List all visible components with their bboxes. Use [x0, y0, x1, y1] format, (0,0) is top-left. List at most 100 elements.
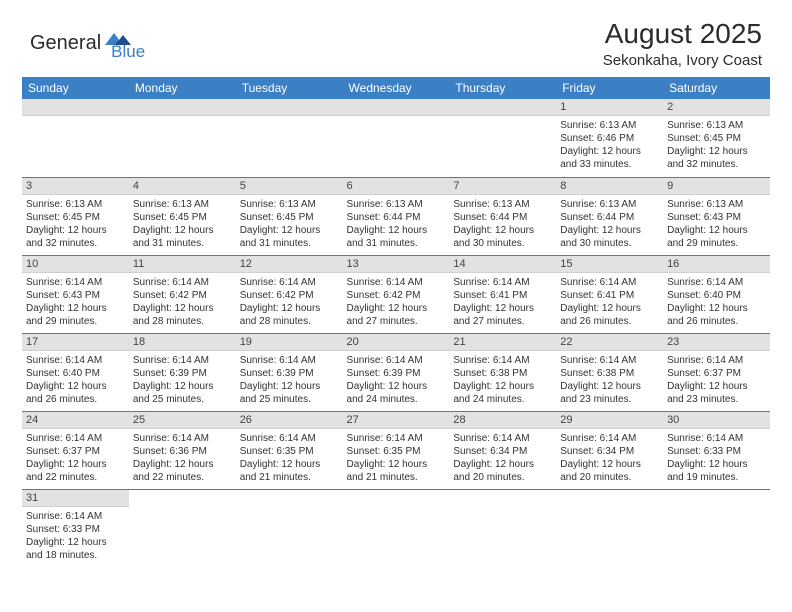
day-details: Sunrise: 6:14 AMSunset: 6:39 PMDaylight:…: [343, 351, 450, 410]
calendar-day-cell: 19Sunrise: 6:14 AMSunset: 6:39 PMDayligh…: [236, 333, 343, 411]
day-details: Sunrise: 6:13 AMSunset: 6:45 PMDaylight:…: [22, 195, 129, 254]
calendar-week-row: 17Sunrise: 6:14 AMSunset: 6:40 PMDayligh…: [22, 333, 770, 411]
day-number: [449, 490, 556, 506]
day-details: Sunrise: 6:13 AMSunset: 6:45 PMDaylight:…: [236, 195, 343, 254]
day-number: [556, 490, 663, 506]
day-number: [129, 99, 236, 116]
day-number: 13: [343, 256, 450, 273]
day-number: 9: [663, 178, 770, 195]
weekday-header: Friday: [556, 77, 663, 99]
calendar-day-cell: 7Sunrise: 6:13 AMSunset: 6:44 PMDaylight…: [449, 177, 556, 255]
title-block: August 2025 Sekonkaha, Ivory Coast: [603, 18, 762, 69]
calendar-day-cell: 13Sunrise: 6:14 AMSunset: 6:42 PMDayligh…: [343, 255, 450, 333]
header: General Blue August 2025 Sekonkaha, Ivor…: [0, 0, 792, 77]
day-details: Sunrise: 6:14 AMSunset: 6:38 PMDaylight:…: [556, 351, 663, 410]
day-details: Sunrise: 6:13 AMSunset: 6:45 PMDaylight:…: [129, 195, 236, 254]
day-number: 2: [663, 99, 770, 116]
calendar-day-cell: 20Sunrise: 6:14 AMSunset: 6:39 PMDayligh…: [343, 333, 450, 411]
day-number: 8: [556, 178, 663, 195]
day-details: Sunrise: 6:14 AMSunset: 6:41 PMDaylight:…: [449, 273, 556, 332]
day-number: 31: [22, 490, 129, 507]
day-number: 30: [663, 412, 770, 429]
day-details: Sunrise: 6:14 AMSunset: 6:39 PMDaylight:…: [236, 351, 343, 410]
day-number: 25: [129, 412, 236, 429]
day-details: Sunrise: 6:14 AMSunset: 6:34 PMDaylight:…: [556, 429, 663, 488]
calendar-week-row: 24Sunrise: 6:14 AMSunset: 6:37 PMDayligh…: [22, 411, 770, 489]
day-details: Sunrise: 6:13 AMSunset: 6:45 PMDaylight:…: [663, 116, 770, 175]
day-number: [343, 490, 450, 506]
day-number: 4: [129, 178, 236, 195]
calendar-empty-cell: [236, 489, 343, 567]
calendar-day-cell: 23Sunrise: 6:14 AMSunset: 6:37 PMDayligh…: [663, 333, 770, 411]
calendar-empty-cell: [343, 489, 450, 567]
day-number: [129, 490, 236, 506]
day-details: Sunrise: 6:13 AMSunset: 6:44 PMDaylight:…: [343, 195, 450, 254]
day-details: Sunrise: 6:13 AMSunset: 6:44 PMDaylight:…: [449, 195, 556, 254]
calendar-day-cell: 18Sunrise: 6:14 AMSunset: 6:39 PMDayligh…: [129, 333, 236, 411]
calendar-day-cell: 12Sunrise: 6:14 AMSunset: 6:42 PMDayligh…: [236, 255, 343, 333]
day-details: Sunrise: 6:14 AMSunset: 6:34 PMDaylight:…: [449, 429, 556, 488]
day-details: Sunrise: 6:14 AMSunset: 6:33 PMDaylight:…: [663, 429, 770, 488]
day-details: Sunrise: 6:14 AMSunset: 6:33 PMDaylight:…: [22, 507, 129, 566]
day-details: Sunrise: 6:14 AMSunset: 6:37 PMDaylight:…: [663, 351, 770, 410]
day-number: 28: [449, 412, 556, 429]
location-subtitle: Sekonkaha, Ivory Coast: [603, 52, 762, 69]
day-details: Sunrise: 6:14 AMSunset: 6:36 PMDaylight:…: [129, 429, 236, 488]
calendar-body: 1Sunrise: 6:13 AMSunset: 6:46 PMDaylight…: [22, 99, 770, 567]
day-details: Sunrise: 6:13 AMSunset: 6:44 PMDaylight:…: [556, 195, 663, 254]
day-number: 6: [343, 178, 450, 195]
day-number: 17: [22, 334, 129, 351]
day-number: [236, 99, 343, 116]
day-number: 20: [343, 334, 450, 351]
day-details: Sunrise: 6:14 AMSunset: 6:40 PMDaylight:…: [22, 351, 129, 410]
day-number: 15: [556, 256, 663, 273]
day-number: 16: [663, 256, 770, 273]
calendar-day-cell: 5Sunrise: 6:13 AMSunset: 6:45 PMDaylight…: [236, 177, 343, 255]
calendar-empty-cell: [343, 99, 450, 177]
day-number: 5: [236, 178, 343, 195]
calendar-week-row: 1Sunrise: 6:13 AMSunset: 6:46 PMDaylight…: [22, 99, 770, 177]
calendar-day-cell: 10Sunrise: 6:14 AMSunset: 6:43 PMDayligh…: [22, 255, 129, 333]
logo-text-blue: Blue: [111, 42, 145, 62]
calendar-day-cell: 4Sunrise: 6:13 AMSunset: 6:45 PMDaylight…: [129, 177, 236, 255]
day-details: Sunrise: 6:14 AMSunset: 6:40 PMDaylight:…: [663, 273, 770, 332]
day-details: Sunrise: 6:13 AMSunset: 6:46 PMDaylight:…: [556, 116, 663, 175]
calendar-week-row: 31Sunrise: 6:14 AMSunset: 6:33 PMDayligh…: [22, 489, 770, 567]
calendar-day-cell: 16Sunrise: 6:14 AMSunset: 6:40 PMDayligh…: [663, 255, 770, 333]
day-details: Sunrise: 6:13 AMSunset: 6:43 PMDaylight:…: [663, 195, 770, 254]
month-title: August 2025: [603, 18, 762, 50]
day-number: 11: [129, 256, 236, 273]
calendar-day-cell: 24Sunrise: 6:14 AMSunset: 6:37 PMDayligh…: [22, 411, 129, 489]
calendar-empty-cell: [663, 489, 770, 567]
calendar-day-cell: 2Sunrise: 6:13 AMSunset: 6:45 PMDaylight…: [663, 99, 770, 177]
calendar-day-cell: 28Sunrise: 6:14 AMSunset: 6:34 PMDayligh…: [449, 411, 556, 489]
day-details: Sunrise: 6:14 AMSunset: 6:42 PMDaylight:…: [343, 273, 450, 332]
calendar-day-cell: 30Sunrise: 6:14 AMSunset: 6:33 PMDayligh…: [663, 411, 770, 489]
day-number: [663, 490, 770, 506]
calendar-day-cell: 14Sunrise: 6:14 AMSunset: 6:41 PMDayligh…: [449, 255, 556, 333]
calendar-empty-cell: [129, 489, 236, 567]
calendar-week-row: 3Sunrise: 6:13 AMSunset: 6:45 PMDaylight…: [22, 177, 770, 255]
weekday-header: Tuesday: [236, 77, 343, 99]
calendar-empty-cell: [129, 99, 236, 177]
calendar-day-cell: 6Sunrise: 6:13 AMSunset: 6:44 PMDaylight…: [343, 177, 450, 255]
day-details: Sunrise: 6:14 AMSunset: 6:35 PMDaylight:…: [236, 429, 343, 488]
weekday-header: Monday: [129, 77, 236, 99]
day-number: 3: [22, 178, 129, 195]
day-number: 29: [556, 412, 663, 429]
calendar-day-cell: 8Sunrise: 6:13 AMSunset: 6:44 PMDaylight…: [556, 177, 663, 255]
calendar-day-cell: 17Sunrise: 6:14 AMSunset: 6:40 PMDayligh…: [22, 333, 129, 411]
day-details: Sunrise: 6:14 AMSunset: 6:41 PMDaylight:…: [556, 273, 663, 332]
weekday-header: Wednesday: [343, 77, 450, 99]
day-number: 18: [129, 334, 236, 351]
day-details: Sunrise: 6:14 AMSunset: 6:38 PMDaylight:…: [449, 351, 556, 410]
calendar-day-cell: 21Sunrise: 6:14 AMSunset: 6:38 PMDayligh…: [449, 333, 556, 411]
calendar-empty-cell: [449, 99, 556, 177]
day-number: 7: [449, 178, 556, 195]
calendar-table: SundayMondayTuesdayWednesdayThursdayFrid…: [22, 77, 770, 567]
calendar-day-cell: 25Sunrise: 6:14 AMSunset: 6:36 PMDayligh…: [129, 411, 236, 489]
day-number: 22: [556, 334, 663, 351]
day-number: 12: [236, 256, 343, 273]
day-number: 27: [343, 412, 450, 429]
calendar-day-cell: 27Sunrise: 6:14 AMSunset: 6:35 PMDayligh…: [343, 411, 450, 489]
